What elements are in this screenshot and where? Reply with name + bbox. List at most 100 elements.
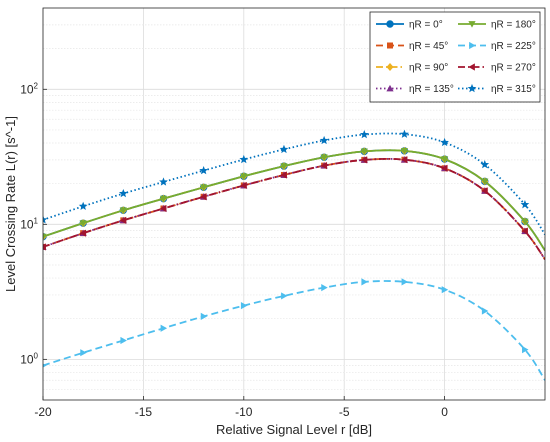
series-4-point	[521, 218, 529, 226]
tick-layer: -20 -15 -10 -5 0 100 101 102	[20, 81, 448, 419]
legend-label-4: ηR = 180°	[491, 20, 536, 31]
series-6-point	[159, 204, 167, 213]
legend-marker-1	[387, 42, 393, 49]
series-4-point	[441, 156, 449, 163]
series-5-point	[361, 278, 368, 286]
legend-item-3: ηR = 135°	[376, 84, 454, 95]
series-layer	[43, 129, 545, 381]
series-5-point	[120, 336, 127, 345]
series-4-point	[119, 207, 127, 214]
y-axis-label: Level Crossing Rate L(r) [s^-1]	[3, 116, 18, 292]
legend-item-1: ηR = 45°	[376, 41, 448, 52]
legend-marker-4	[468, 21, 476, 28]
legend-label-7: ηR = 315°	[491, 84, 536, 95]
series-4-point	[79, 220, 87, 227]
series-6-point	[481, 187, 488, 195]
legend-label-2: ηR = 90°	[409, 63, 448, 74]
legend-label-1: ηR = 45°	[409, 41, 448, 52]
series-5-point	[43, 363, 47, 368]
series-7-point	[199, 165, 209, 175]
legend-item-7: ηR = 315°	[458, 83, 536, 95]
series-5-point	[80, 349, 87, 357]
series-6-point	[521, 227, 528, 235]
legend-label-5: ηR = 225°	[491, 41, 536, 52]
series-6-point	[360, 156, 368, 164]
series-6-point	[280, 171, 287, 179]
series-4-point	[43, 233, 47, 241]
legend-marker-2	[386, 63, 394, 71]
legend-marker-7	[467, 83, 477, 93]
x-tick-label: -20	[34, 405, 52, 419]
series-5-point	[481, 307, 489, 315]
legend-item-4: ηR = 180°	[458, 20, 536, 31]
series-5-point	[321, 283, 328, 292]
series-4-point	[320, 154, 328, 161]
series-7-point	[520, 199, 530, 209]
legend: ηR = 0° ηR = 45° ηR = 90° ηR = 135° ηR = 180…	[369, 11, 541, 103]
series-6-point	[441, 164, 448, 172]
series-5-point	[441, 286, 449, 294]
series-line-5	[43, 280, 545, 381]
legend-marker-3	[386, 84, 394, 92]
axis-label-layer: Relative Signal Level r [dB] Level Crossi…	[3, 116, 372, 437]
series-4-point	[360, 148, 368, 155]
series-4-point	[481, 178, 489, 185]
series-6	[43, 156, 545, 260]
x-tick-label: 0	[441, 405, 448, 419]
series-7-point	[118, 188, 128, 198]
series-4-point	[280, 163, 288, 170]
series-line-6	[43, 157, 545, 260]
y-tick-label: 101	[20, 216, 38, 231]
legend-marker-5	[469, 41, 476, 50]
series-5-point	[240, 302, 248, 310]
legend-marker-0	[386, 20, 394, 28]
plot-frame	[42, 7, 546, 401]
series-6-point	[240, 181, 247, 190]
series-6-point	[119, 216, 127, 224]
series-7-point	[440, 137, 449, 147]
legend-item-5: ηR = 225°	[458, 41, 536, 52]
series-7-point	[159, 177, 168, 186]
series-7-point	[480, 159, 490, 169]
series-7-point	[239, 154, 249, 164]
legend-item-0: ηR = 0°	[376, 20, 443, 31]
legend-marker-6	[468, 63, 475, 71]
series-7-point	[319, 135, 329, 145]
series-7-point	[279, 144, 289, 154]
grid-layer	[42, 8, 545, 400]
series-5-point	[522, 346, 529, 354]
series-6-point	[79, 229, 87, 237]
series-5-point	[160, 324, 168, 332]
x-tick-label: -10	[235, 405, 253, 419]
series-7	[43, 129, 545, 236]
series-7-point	[43, 215, 48, 224]
series-5-point	[200, 312, 208, 321]
series-6-point	[200, 193, 207, 201]
series-4-point	[240, 173, 248, 180]
legend-item-2: ηR = 90°	[376, 63, 448, 74]
x-tick-label: -5	[339, 405, 350, 419]
series-7-point	[400, 129, 409, 138]
series-5-point	[281, 292, 288, 300]
series-4-point	[200, 184, 208, 191]
series-7-point	[359, 129, 369, 139]
series-4	[43, 147, 545, 252]
legend-label-0: ηR = 0°	[409, 20, 443, 31]
legend-label-6: ηR = 270°	[491, 63, 536, 74]
series-5-point	[401, 278, 409, 286]
series-4-point	[159, 195, 168, 203]
legend-label-3: ηR = 135°	[409, 84, 454, 95]
x-axis-label: Relative Signal Level r [dB]	[216, 422, 372, 437]
series-6-point	[43, 243, 46, 251]
series-6-point	[320, 162, 327, 170]
y-tick-label: 102	[20, 81, 38, 96]
series-5	[43, 278, 545, 381]
x-tick-label: -15	[135, 405, 153, 419]
y-tick-label: 100	[20, 351, 38, 366]
series-4-point	[400, 147, 409, 155]
legend-box	[369, 11, 541, 103]
series-7-point	[78, 201, 88, 211]
series-6-point	[400, 156, 408, 164]
